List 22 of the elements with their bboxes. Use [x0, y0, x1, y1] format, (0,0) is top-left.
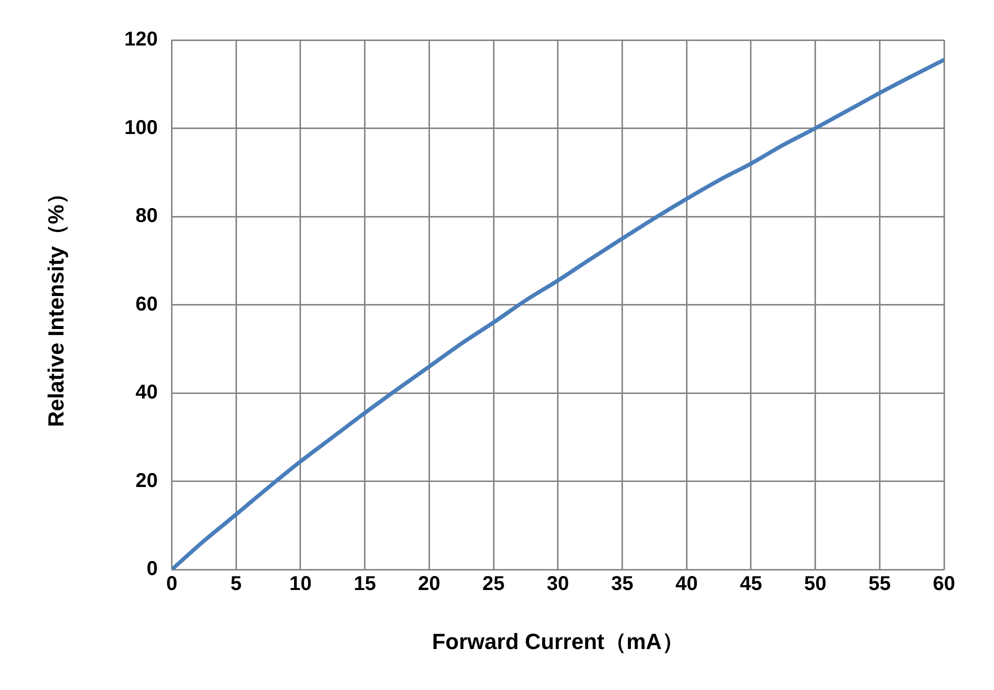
- y-tick-label: 100: [124, 116, 158, 139]
- x-tick-label: 30: [546, 573, 570, 596]
- x-axis-title: Forward Current（mA）: [432, 628, 684, 654]
- y-axis-title: Relative Intensity（%）: [43, 182, 68, 428]
- x-tick-label: 45: [740, 573, 762, 596]
- x-tick-label: 5: [230, 573, 242, 596]
- y-tick-label: 20: [136, 470, 158, 492]
- x-tick-label: 25: [482, 573, 505, 596]
- x-tick-label: 55: [868, 573, 891, 596]
- y-tick-label: 40: [136, 382, 158, 404]
- x-tick-label: 50: [804, 573, 826, 596]
- x-tick-label: 10: [289, 573, 312, 596]
- x-tick-label: 0: [166, 573, 178, 596]
- x-tick-label: 60: [932, 573, 956, 596]
- x-tick-label: 15: [354, 573, 376, 596]
- x-tick-label: 35: [611, 573, 634, 596]
- x-tick-label: 40: [675, 573, 698, 596]
- x-tick-label: 20: [418, 573, 440, 596]
- y-tick-label: 120: [124, 28, 158, 51]
- y-tick-label: 60: [136, 293, 158, 316]
- y-tick-label: 0: [146, 558, 158, 580]
- y-tick-label: 80: [136, 205, 158, 228]
